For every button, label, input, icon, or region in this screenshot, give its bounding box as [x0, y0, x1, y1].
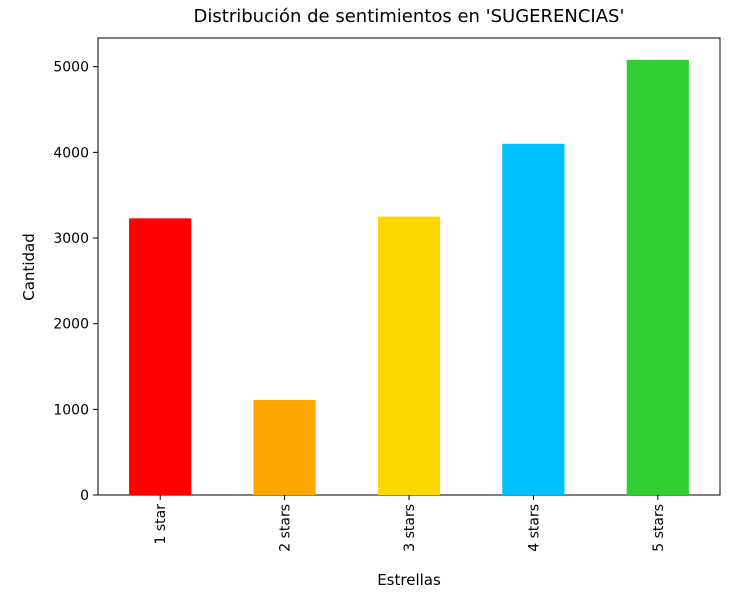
x-tick-label: 3 stars: [402, 504, 418, 552]
y-axis-label: Cantidad: [20, 233, 38, 300]
y-tick-label: 2000: [53, 317, 89, 333]
x-tick-label: 4 stars: [526, 504, 542, 552]
x-tick-label: 2 stars: [278, 504, 294, 552]
bars: [129, 59, 689, 496]
chart-title: Distribución de sentimientos en 'SUGEREN…: [194, 6, 625, 27]
x-axis: 1 star 2 stars 3 stars 4 stars 5 stars: [153, 495, 667, 552]
x-tick-label: 1 star: [153, 504, 169, 545]
y-axis: 0 1000 2000 3000 4000 5000: [53, 60, 98, 504]
bar-1: [129, 218, 192, 495]
y-tick-label: 3000: [53, 231, 89, 247]
x-tick-label: 5 stars: [651, 504, 667, 552]
y-tick-label: 5000: [53, 60, 89, 76]
y-tick-label: 1000: [53, 402, 89, 418]
bar-4: [502, 143, 565, 496]
x-axis-label: Estrellas: [377, 571, 441, 589]
bar-5: [626, 59, 689, 496]
y-tick-label: 0: [80, 488, 89, 504]
bar-3: [377, 216, 441, 495]
y-tick-label: 4000: [53, 145, 89, 161]
bar-2: [253, 399, 316, 495]
